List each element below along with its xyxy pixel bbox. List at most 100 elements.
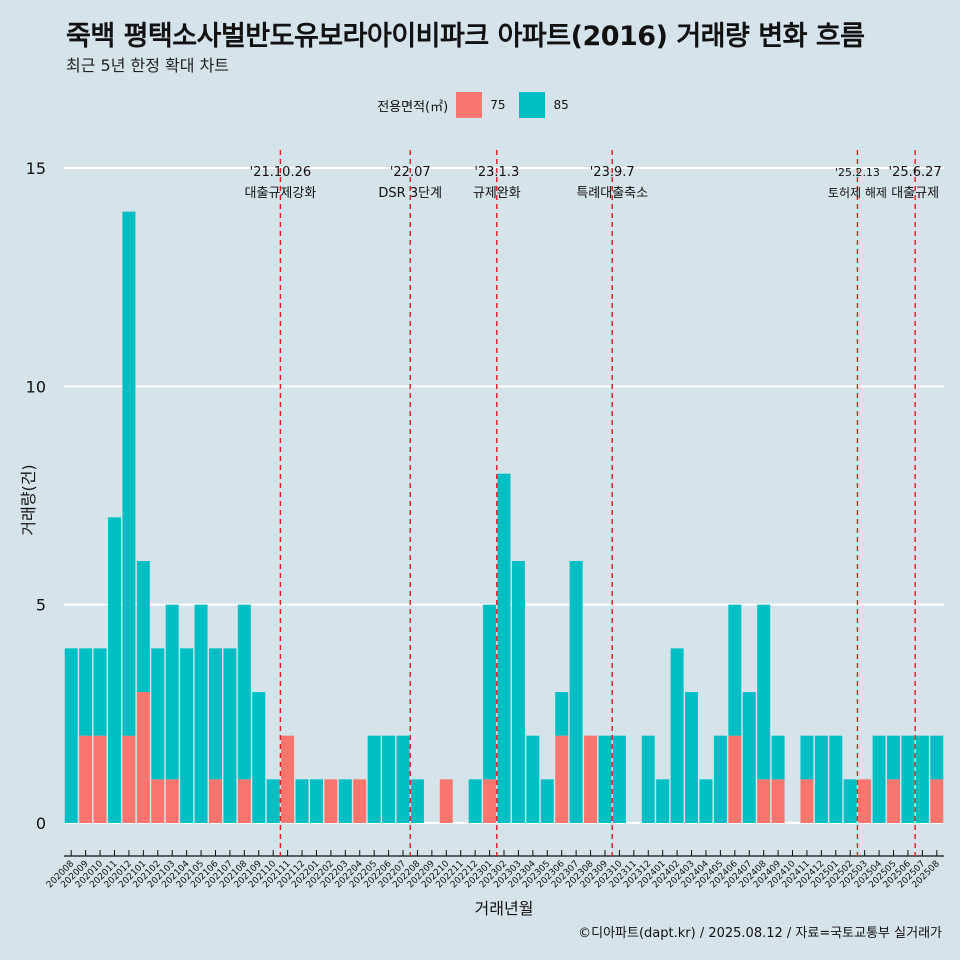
bar-75 bbox=[771, 779, 785, 823]
event-date-label: '23.9.7 bbox=[590, 165, 635, 180]
bar-85 bbox=[483, 604, 497, 780]
legend-swatch-85 bbox=[519, 92, 546, 118]
bar-75 bbox=[887, 779, 900, 823]
event-date-label: '22.07 bbox=[390, 165, 431, 180]
y-tick-label: 5 bbox=[36, 596, 46, 615]
legend: 전용면적(㎡) 75 85 bbox=[0, 92, 960, 118]
bar-85 bbox=[728, 604, 742, 736]
event-date-label: '23.1.3 bbox=[474, 165, 519, 180]
event-name-label: 대출규제강화 bbox=[245, 186, 317, 201]
y-axis-label: 거래량(건) bbox=[19, 464, 38, 535]
bar-75 bbox=[555, 735, 569, 823]
bar-85 bbox=[872, 735, 886, 823]
bar-75 bbox=[800, 779, 814, 823]
bar-75 bbox=[353, 779, 367, 823]
event-date-label: '25.6.27 bbox=[889, 165, 942, 180]
bar-75 bbox=[324, 779, 338, 823]
bar-85 bbox=[410, 779, 424, 823]
bar-85 bbox=[497, 473, 511, 823]
event-date-label: '21.10.26 bbox=[250, 165, 311, 180]
bar-85 bbox=[843, 779, 857, 823]
event-name-label: 특례대출축소 bbox=[576, 186, 648, 201]
bar-85 bbox=[829, 735, 843, 823]
bar-85 bbox=[540, 779, 554, 823]
event-name-label: 토허제 해제 bbox=[828, 186, 887, 200]
chart-subtitle: 최근 5년 한정 확대 차트 bbox=[66, 56, 230, 75]
bar-85 bbox=[338, 779, 352, 823]
bar-75 bbox=[93, 735, 107, 823]
legend-label-75: 75 bbox=[490, 98, 506, 112]
bar-75 bbox=[122, 735, 136, 823]
bar-75 bbox=[136, 692, 150, 823]
bar-85 bbox=[771, 735, 785, 780]
bar-85 bbox=[252, 692, 266, 823]
bar-85 bbox=[136, 561, 150, 692]
bar-85 bbox=[656, 779, 670, 823]
bar-85 bbox=[555, 692, 569, 736]
bar-75 bbox=[237, 779, 251, 823]
bar-85 bbox=[670, 648, 684, 823]
bar-85 bbox=[511, 561, 525, 823]
bar-85 bbox=[180, 648, 194, 823]
bar-85 bbox=[237, 604, 251, 780]
bar-85 bbox=[569, 561, 583, 823]
bar-75 bbox=[858, 779, 872, 823]
bar-85 bbox=[223, 648, 237, 823]
bar-85 bbox=[309, 779, 323, 823]
bar-85 bbox=[915, 735, 929, 823]
bar-85 bbox=[901, 735, 915, 823]
bar-85 bbox=[165, 604, 179, 780]
bar-85 bbox=[108, 517, 121, 823]
bar-85 bbox=[122, 211, 136, 736]
bar-85 bbox=[742, 692, 756, 823]
bar-85 bbox=[612, 735, 626, 823]
bar-85 bbox=[641, 735, 655, 823]
bar-85 bbox=[396, 735, 410, 823]
bar-85 bbox=[79, 648, 93, 736]
bar-85 bbox=[887, 735, 900, 780]
bar-85 bbox=[800, 735, 814, 780]
bar-75 bbox=[757, 779, 771, 823]
bar-85 bbox=[598, 735, 612, 823]
bar-75 bbox=[439, 779, 453, 823]
event-name-label: DSR 3단계 bbox=[378, 186, 442, 201]
chart-title: 죽백 평택소사벌반도유보라아이비파크 아파트(2016) 거래량 변화 흐름 bbox=[66, 21, 865, 52]
bar-85 bbox=[64, 648, 78, 823]
bar-75 bbox=[165, 779, 179, 823]
legend-swatch-75 bbox=[456, 92, 483, 118]
bar-75 bbox=[930, 779, 944, 823]
bar-85 bbox=[266, 779, 280, 823]
y-tick-label: 0 bbox=[36, 814, 46, 833]
event-name-label: 대출규제 bbox=[891, 186, 939, 201]
chart-caption: ©디아파트(dapt.kr) / 2025.08.12 / 자료=국토교통부 실… bbox=[578, 926, 942, 941]
event-date-label: '25.2.13 bbox=[835, 166, 880, 179]
bar-85 bbox=[814, 735, 828, 823]
bar-85 bbox=[685, 692, 699, 823]
bar-75 bbox=[281, 735, 295, 823]
bar-85 bbox=[194, 604, 208, 823]
legend-title: 전용면적(㎡) bbox=[377, 99, 449, 115]
bar-75 bbox=[79, 735, 93, 823]
bar-85 bbox=[757, 604, 771, 780]
legend-label-85: 85 bbox=[553, 98, 569, 112]
bar-75 bbox=[584, 735, 598, 823]
bar-85 bbox=[699, 779, 713, 823]
bar-85 bbox=[295, 779, 309, 823]
bar-85 bbox=[208, 648, 222, 780]
bar-85 bbox=[93, 648, 107, 736]
y-tick-label: 15 bbox=[26, 159, 46, 178]
bar-85 bbox=[930, 735, 944, 780]
bar-75 bbox=[483, 779, 497, 823]
bar-75 bbox=[728, 735, 742, 823]
bar-85 bbox=[526, 735, 540, 823]
y-tick-label: 10 bbox=[26, 377, 46, 396]
bar-75 bbox=[208, 779, 222, 823]
event-name-label: 규제완화 bbox=[473, 186, 521, 201]
bar-85 bbox=[382, 735, 396, 823]
bar-85 bbox=[151, 648, 165, 780]
bar-85 bbox=[367, 735, 381, 823]
bar-85 bbox=[468, 779, 482, 823]
x-axis-label: 거래년월 bbox=[475, 899, 534, 918]
bar-75 bbox=[151, 779, 165, 823]
